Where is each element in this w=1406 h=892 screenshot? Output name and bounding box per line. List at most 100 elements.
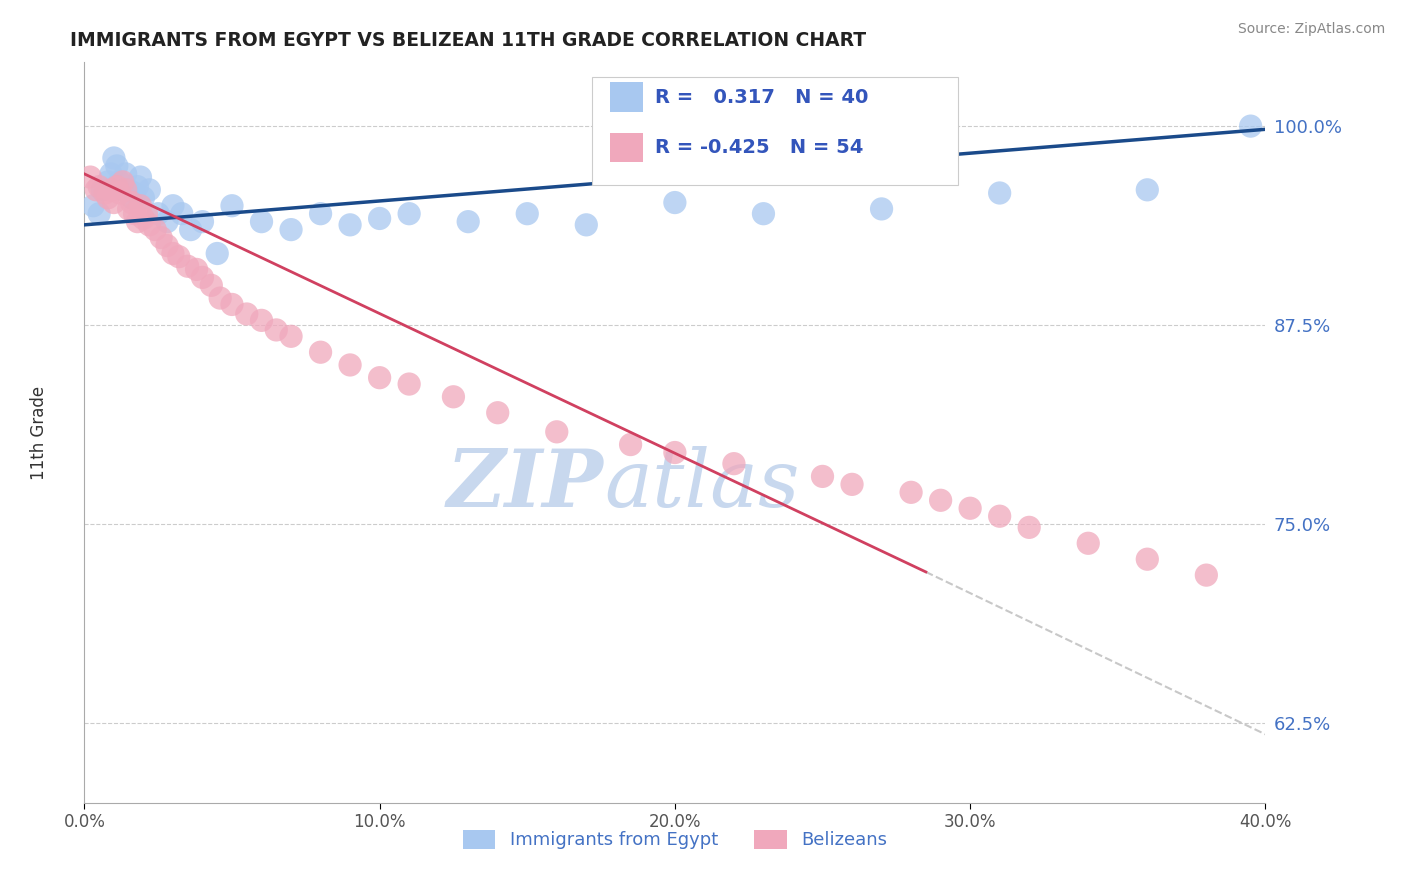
Point xyxy=(309,207,332,221)
Point xyxy=(368,370,391,384)
Point xyxy=(124,207,146,221)
Point xyxy=(1018,520,1040,534)
Point xyxy=(114,183,136,197)
Point xyxy=(103,195,125,210)
Point xyxy=(162,246,184,260)
Point xyxy=(111,175,134,189)
Point xyxy=(250,214,273,228)
Point xyxy=(1136,552,1159,566)
Point xyxy=(138,183,160,197)
Point xyxy=(266,323,288,337)
Point xyxy=(129,199,152,213)
Point xyxy=(162,199,184,213)
Point xyxy=(546,425,568,439)
Point xyxy=(620,437,643,451)
Point xyxy=(100,183,122,197)
Point xyxy=(87,207,111,221)
Point xyxy=(457,214,479,228)
Point xyxy=(180,222,202,236)
Point xyxy=(280,329,302,343)
Point xyxy=(127,214,149,228)
Point xyxy=(167,250,190,264)
Point xyxy=(841,477,863,491)
Point xyxy=(186,262,208,277)
Point xyxy=(664,195,686,210)
Point xyxy=(156,238,179,252)
Point xyxy=(156,214,179,228)
Point xyxy=(143,222,166,236)
Point xyxy=(959,501,981,516)
Point xyxy=(132,211,155,226)
Point xyxy=(398,377,420,392)
Point xyxy=(1136,183,1159,197)
Text: IMMIGRANTS FROM EGYPT VS BELIZEAN 11TH GRADE CORRELATION CHART: IMMIGRANTS FROM EGYPT VS BELIZEAN 11TH G… xyxy=(70,31,866,50)
Text: 11th Grade: 11th Grade xyxy=(31,385,48,480)
Point xyxy=(929,493,952,508)
Point xyxy=(97,191,120,205)
Point xyxy=(368,211,391,226)
Point xyxy=(103,151,125,165)
Point xyxy=(114,167,136,181)
Point xyxy=(309,345,332,359)
Point xyxy=(339,218,361,232)
Point xyxy=(138,218,160,232)
Point xyxy=(94,186,117,200)
Text: R = -0.425   N = 54: R = -0.425 N = 54 xyxy=(655,138,863,157)
FancyBboxPatch shape xyxy=(592,78,959,185)
Point xyxy=(516,207,538,221)
Text: ZIP: ZIP xyxy=(447,446,605,524)
Point xyxy=(988,186,1011,200)
Point xyxy=(170,207,193,221)
Point xyxy=(105,179,128,194)
Legend: Immigrants from Egypt, Belizeans: Immigrants from Egypt, Belizeans xyxy=(456,823,894,856)
Point xyxy=(250,313,273,327)
Point xyxy=(221,297,243,311)
Point xyxy=(236,307,259,321)
Point xyxy=(575,218,598,232)
Point xyxy=(191,214,214,228)
Point xyxy=(118,183,141,197)
Point xyxy=(177,259,200,273)
Point xyxy=(221,199,243,213)
Text: atlas: atlas xyxy=(605,446,800,524)
Point xyxy=(118,202,141,216)
Point xyxy=(900,485,922,500)
Point xyxy=(121,195,143,210)
Text: Source: ZipAtlas.com: Source: ZipAtlas.com xyxy=(1237,22,1385,37)
Point xyxy=(97,175,120,189)
Point xyxy=(121,191,143,205)
Point xyxy=(1077,536,1099,550)
Point xyxy=(1240,119,1263,133)
Point xyxy=(132,191,155,205)
Point xyxy=(108,186,131,200)
Point xyxy=(723,457,745,471)
Point xyxy=(105,159,128,173)
Point xyxy=(84,183,107,197)
Point xyxy=(124,186,146,200)
Text: R =   0.317   N = 40: R = 0.317 N = 40 xyxy=(655,87,868,107)
Point xyxy=(135,207,157,221)
Point xyxy=(91,183,114,197)
Point xyxy=(100,167,122,181)
Point xyxy=(200,278,222,293)
FancyBboxPatch shape xyxy=(610,133,643,162)
Point xyxy=(87,179,111,194)
Point xyxy=(752,207,775,221)
Point xyxy=(148,207,170,221)
Point xyxy=(280,222,302,236)
Point xyxy=(443,390,465,404)
Point xyxy=(129,170,152,185)
Point xyxy=(191,270,214,285)
Point xyxy=(79,170,101,185)
Point xyxy=(150,230,173,244)
Point xyxy=(1195,568,1218,582)
Point xyxy=(209,291,232,305)
Point xyxy=(870,202,893,216)
Point xyxy=(82,199,104,213)
FancyBboxPatch shape xyxy=(610,82,643,112)
Point xyxy=(398,207,420,221)
Point xyxy=(486,406,509,420)
Point xyxy=(127,179,149,194)
Point xyxy=(664,445,686,459)
Point xyxy=(988,509,1011,524)
